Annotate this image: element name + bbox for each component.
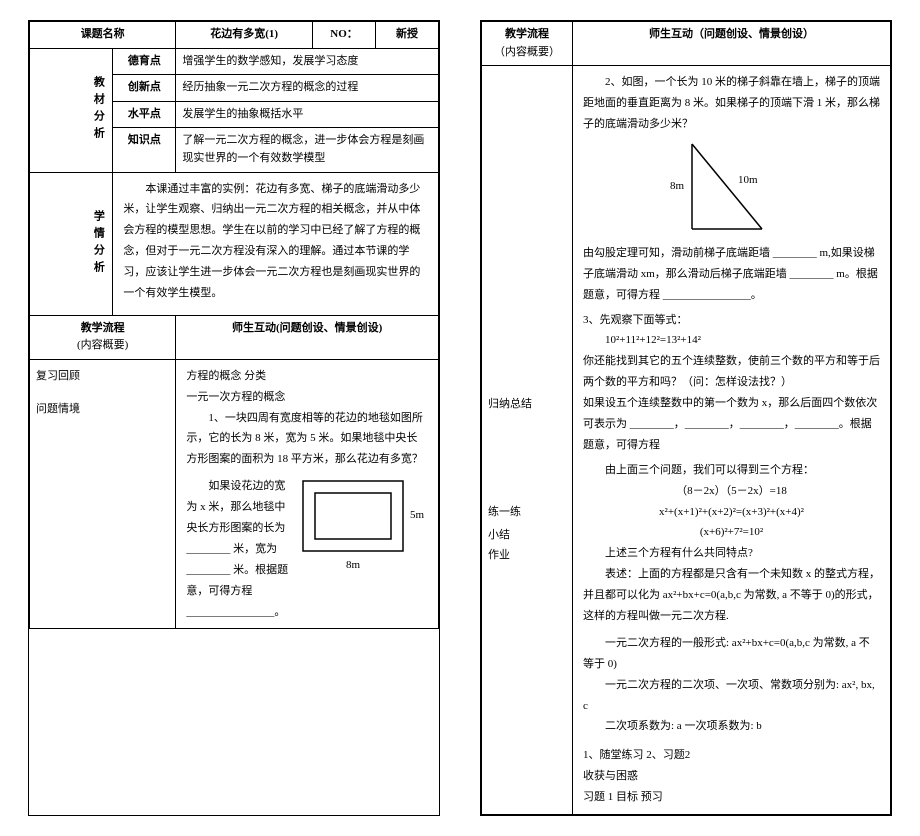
situation-text: 本课通过丰富的实例：花边有多宽、梯子的底端滑动多少米，让学生观察、归纳出一元二次… bbox=[113, 172, 439, 315]
creative-label: 创新点 bbox=[113, 75, 176, 102]
label-8m: 8m bbox=[346, 559, 361, 571]
flow-label-cell: 教学流程 (内容概要) bbox=[30, 315, 176, 359]
left-page: 课题名称 花边有多宽(1) NO： 新授 教材分析 德育点 增强学生的数学感知，… bbox=[28, 20, 440, 816]
ladder-diagram: 8m 10m bbox=[662, 139, 802, 239]
r-flow-heading: 师生互动（问题创设、情景创设） bbox=[573, 22, 891, 66]
r-hw2: 习题 1 目标 预习 bbox=[583, 787, 880, 808]
analysis-side: 教材分析 bbox=[30, 48, 113, 172]
lesson-title: 花边有多宽(1) bbox=[176, 22, 313, 49]
flow-heading: 师生互动(问题创设、情景创设) bbox=[176, 315, 439, 359]
left-table: 课题名称 花边有多宽(1) NO： 新授 教材分析 德育点 增强学生的数学感知，… bbox=[29, 21, 439, 629]
label-8m-tri: 8m bbox=[670, 180, 685, 192]
label-10m-tri: 10m bbox=[738, 174, 758, 186]
r-flow-label2: （内容概要） bbox=[488, 44, 566, 62]
r-p9c: 二次项系数为: a 一次项系数为: b bbox=[583, 716, 880, 737]
r-eq2: （8－2x）（5－2x）=18 bbox=[583, 481, 880, 502]
review-left1: 复习回顾 bbox=[36, 368, 169, 386]
r-p6: 由上面三个问题，我们可以得到三个方程： bbox=[583, 460, 880, 481]
review-left2: 问题情境 bbox=[36, 401, 169, 419]
label-5m: 5m bbox=[410, 509, 425, 521]
r-left-labels: 归纳总结 练一练 小结 作业 bbox=[482, 66, 573, 815]
level-text: 发展学生的抽象概括水平 bbox=[176, 101, 439, 128]
carpet-diagram: 5m 8m bbox=[298, 476, 428, 576]
review-line1: 方程的概念 分类 bbox=[186, 366, 428, 387]
r-p4: 你还能找到其它的五个连续整数，使前三个数的平方和等于后两个数的平方和吗？（问：怎… bbox=[583, 351, 880, 393]
r-p1: 2、如图，一个长为 10 米的梯子斜靠在墙上，梯子的顶端距地面的垂直距离为 8 … bbox=[583, 72, 880, 135]
summary-label: 归纳总结 bbox=[488, 396, 566, 414]
sum-label: 小结 bbox=[488, 527, 566, 545]
moral-label: 德育点 bbox=[113, 48, 176, 75]
knowledge-label: 知识点 bbox=[113, 128, 176, 172]
r-p7: 上述三个方程有什么共同特点? bbox=[583, 543, 880, 564]
knowledge-text: 了解一元二次方程的概念，进一步体会方程是刻画现实世界的一个有效数学模型 bbox=[176, 128, 439, 172]
r-p2a: 由勾股定理可知，滑动前梯子底端距墙 ________ m,如果设梯子底端滑动 x… bbox=[583, 243, 880, 306]
review-line2: 一元一次方程的概念 bbox=[186, 387, 428, 408]
review-body: 方程的概念 分类 一元一次方程的概念 1、一块四周有宽度相等的花边的地毯如图所示… bbox=[176, 359, 439, 629]
r-flow-label-cell: 教学流程 （内容概要） bbox=[482, 22, 573, 66]
lesson-type: 新授 bbox=[376, 22, 439, 49]
topic-label: 课题名称 bbox=[30, 22, 176, 49]
no-label: NO： bbox=[313, 22, 376, 49]
review-p1: 1、一块四周有宽度相等的花边的地毯如图所示，它的长为 8 米，宽为 5 米。如果… bbox=[186, 408, 428, 471]
r-p9a: 一元二次方程的一般形式: ax²+bx+c=0(a,b,c 为常数, a 不等于… bbox=[583, 633, 880, 675]
r-hw1: 收获与困惑 bbox=[583, 766, 880, 787]
right-page: 教学流程 （内容概要） 师生互动（问题创设、情景创设） 归纳总结 练一练 小结 … bbox=[480, 20, 892, 816]
r-p5: 如果设五个连续整数中的第一个数为 x，那么后面四个数依次可表示为 _______… bbox=[583, 393, 880, 456]
moral-text: 增强学生的数学感知，发展学习态度 bbox=[176, 48, 439, 75]
r-p3h: 3、先观察下面等式： bbox=[583, 310, 880, 331]
r-p8: 表述：上面的方程都是只含有一个未知数 x 的整式方程，并且都可以化为 ax²+b… bbox=[583, 564, 880, 627]
r-sum-text: 1、随堂练习 2、习题2 bbox=[583, 745, 880, 766]
hw-label: 作业 bbox=[488, 547, 566, 565]
level-label: 水平点 bbox=[113, 101, 176, 128]
flow-label2: (内容概要) bbox=[36, 337, 169, 355]
review-left: 复习回顾 问题情境 bbox=[30, 359, 176, 629]
r-flow-label1: 教学流程 bbox=[488, 26, 566, 44]
situation-side: 学情分析 bbox=[30, 172, 113, 315]
r-eq1: 10²+11²+12²=13²+14² bbox=[583, 330, 880, 351]
r-eq4: (x+6)²+7²=10² bbox=[583, 522, 880, 543]
r-body: 2、如图，一个长为 10 米的梯子斜靠在墙上，梯子的顶端距地面的垂直距离为 8 … bbox=[573, 66, 891, 815]
r-eq3: x²+(x+1)²+(x+2)²=(x+3)²+(x+4)² bbox=[583, 502, 880, 523]
practice-label: 练一练 bbox=[488, 504, 566, 522]
r-p9b: 一元二次方程的二次项、一次项、常数项分别为: ax², bx, c bbox=[583, 675, 880, 717]
carpet-svg: 5m 8m bbox=[298, 476, 428, 576]
right-table: 教学流程 （内容概要） 师生互动（问题创设、情景创设） 归纳总结 练一练 小结 … bbox=[481, 21, 891, 815]
creative-text: 经历抽象一元二次方程的概念的过程 bbox=[176, 75, 439, 102]
review-p2: 如果设花边的宽为 x 米，那么地毯中央长方形图案的长为 ________ 米，宽… bbox=[186, 476, 290, 622]
flow-label1: 教学流程 bbox=[36, 320, 169, 338]
